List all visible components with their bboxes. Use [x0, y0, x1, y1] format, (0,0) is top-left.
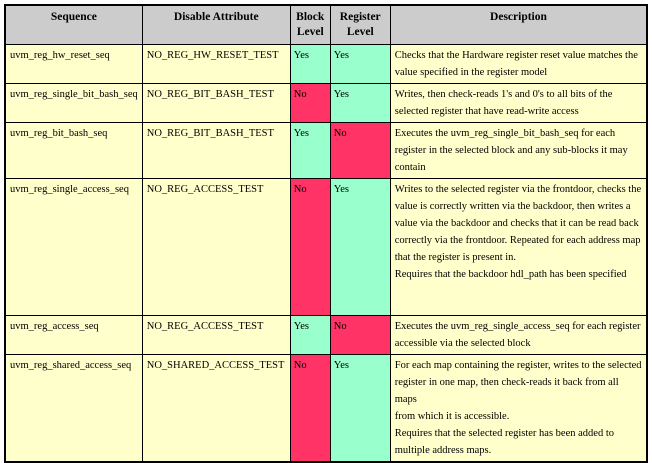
sequence-cell: uvm_reg_single_access_seq [4, 177, 143, 316]
block-level-cell: Yes [289, 121, 331, 179]
col-header-disable-attribute: Disable Attribute [141, 4, 291, 45]
description-cell: Executes the uvm_reg_single_access_seq f… [389, 314, 648, 355]
uvm-register-sequences-table: Sequence Disable Attribute Block Level R… [4, 4, 649, 463]
register-level-cell: Yes [329, 353, 391, 462]
disable-attribute-cell: NO_SHARED_ACCESS_TEST [141, 353, 291, 462]
header-row: Sequence Disable Attribute Block Level R… [4, 4, 648, 45]
col-header-block-level: Block Level [289, 4, 331, 45]
block-level-cell: Yes [289, 43, 331, 84]
description-cell: Writes to the selected register via the … [389, 177, 648, 316]
block-level-cell: No [289, 82, 331, 123]
sequence-cell: uvm_reg_bit_bash_seq [4, 121, 143, 179]
col-header-description: Description [389, 4, 648, 45]
register-level-cell: No [329, 121, 391, 179]
block-level-cell: Yes [289, 314, 331, 355]
register-level-cell: Yes [329, 82, 391, 123]
description-cell: Writes, then check-reads 1's and 0's to … [389, 82, 648, 123]
disable-attribute-cell: NO_REG_HW_RESET_TEST [141, 43, 291, 84]
block-level-cell: No [289, 353, 331, 462]
register-level-cell: No [329, 314, 391, 355]
disable-attribute-cell: NO_REG_ACCESS_TEST [141, 177, 291, 316]
disable-attribute-cell: NO_REG_BIT_BASH_TEST [141, 82, 291, 123]
sequence-cell: uvm_reg_access_seq [4, 314, 143, 355]
description-cell: Checks that the Hardware register reset … [389, 43, 648, 84]
table-row: uvm_reg_access_seq NO_REG_ACCESS_TEST Ye… [4, 314, 648, 355]
disable-attribute-cell: NO_REG_BIT_BASH_TEST [141, 121, 291, 179]
disable-attribute-cell: NO_REG_ACCESS_TEST [141, 314, 291, 355]
sequence-cell: uvm_reg_hw_reset_seq [4, 43, 143, 84]
col-header-sequence: Sequence [4, 4, 143, 45]
table-row: uvm_reg_single_access_seq NO_REG_ACCESS_… [4, 177, 648, 316]
table-row: uvm_reg_single_bit_bash_seq NO_REG_BIT_B… [4, 82, 648, 123]
table-row: uvm_reg_shared_access_seq NO_SHARED_ACCE… [4, 353, 648, 462]
table-row: uvm_reg_bit_bash_seq NO_REG_BIT_BASH_TES… [4, 121, 648, 179]
sequence-cell: uvm_reg_shared_access_seq [4, 353, 143, 462]
description-cell: For each map containing the register, wr… [389, 353, 648, 462]
description-cell: Executes the uvm_reg_single_bit_bash_seq… [389, 121, 648, 179]
block-level-cell: No [289, 177, 331, 316]
register-level-cell: Yes [329, 43, 391, 84]
table-row: uvm_reg_hw_reset_seq NO_REG_HW_RESET_TES… [4, 43, 648, 84]
col-header-register-level: Register Level [329, 4, 391, 45]
sequence-cell: uvm_reg_single_bit_bash_seq [4, 82, 143, 123]
register-level-cell: Yes [329, 177, 391, 316]
